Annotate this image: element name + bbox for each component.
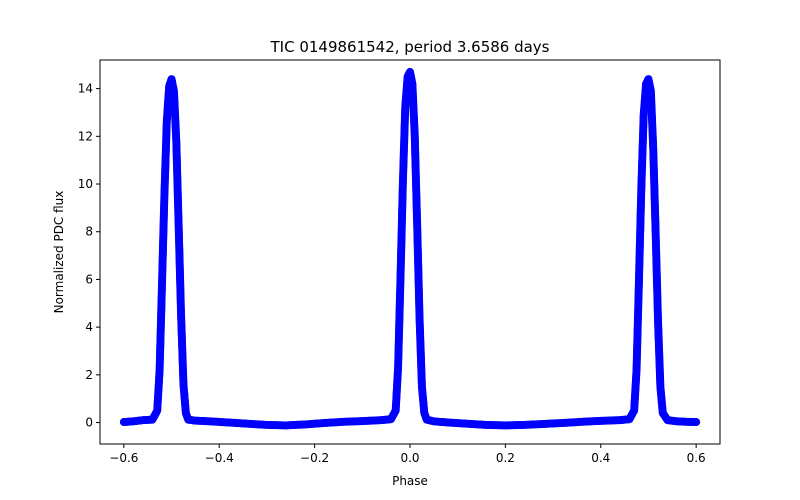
chart-title: TIC 0149861542, period 3.6586 days (269, 38, 549, 56)
y-axis-label: Normalized PDC flux (52, 191, 66, 314)
x-tick-label: −0.6 (109, 451, 138, 465)
x-tick-label: 0.2 (496, 451, 515, 465)
y-tick-label: 0 (85, 416, 93, 430)
x-tick-label: 0.4 (591, 451, 610, 465)
x-tick-label: 0.0 (400, 451, 419, 465)
x-axis-label: Phase (392, 474, 428, 488)
x-tick-label: −0.2 (300, 451, 329, 465)
y-tick-label: 12 (78, 129, 93, 143)
y-axis-ticks: 0 2 4 6 8 10 12 14 (78, 82, 100, 430)
x-tick-label: −0.4 (205, 451, 234, 465)
data-point (692, 418, 701, 427)
data-points (119, 67, 701, 430)
x-axis-ticks: −0.6 −0.4 −0.2 0.0 0.2 0.4 0.6 (109, 444, 706, 465)
y-tick-label: 4 (85, 320, 93, 334)
x-tick-label: 0.6 (687, 451, 706, 465)
y-tick-label: 14 (78, 82, 93, 96)
y-tick-label: 6 (85, 272, 93, 286)
y-tick-label: 2 (85, 368, 93, 382)
y-tick-label: 8 (85, 225, 93, 239)
y-tick-label: 10 (78, 177, 93, 191)
